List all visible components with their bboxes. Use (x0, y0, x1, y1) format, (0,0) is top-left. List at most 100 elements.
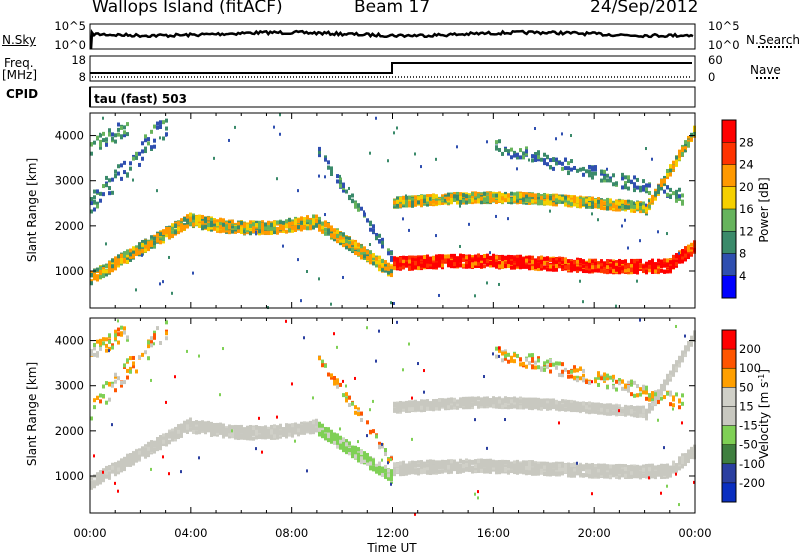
data-cell (204, 421, 207, 426)
data-cell (570, 202, 573, 207)
data-cell (108, 265, 111, 270)
data-cell (687, 247, 690, 252)
data-cell (360, 250, 363, 255)
data-cell (636, 279, 638, 283)
data-cell (210, 432, 213, 437)
data-cell (576, 262, 579, 267)
data-cell (609, 203, 612, 208)
data-cell (147, 340, 150, 345)
data-cell (234, 125, 236, 129)
data-cell (192, 222, 195, 227)
data-cell (402, 259, 405, 264)
data-cell (234, 428, 237, 433)
data-cell (297, 189, 299, 193)
data-cell (375, 260, 378, 265)
data-cell (165, 331, 168, 336)
data-cell (123, 380, 126, 385)
data-cell (528, 259, 531, 264)
data-cell (618, 266, 621, 271)
data-cell (510, 265, 513, 270)
data-cell (114, 372, 117, 377)
colorbar-swatch (722, 186, 736, 210)
data-cell (249, 430, 252, 435)
data-cell (96, 274, 99, 279)
data-cell (684, 257, 687, 262)
data-cell (606, 167, 608, 171)
data-cell (525, 149, 528, 154)
data-cell (495, 196, 498, 201)
data-cell (126, 253, 129, 258)
data-cell (660, 264, 663, 269)
data-cell (633, 263, 636, 268)
data-cell (531, 255, 534, 260)
data-cell (546, 199, 549, 204)
data-cell (216, 220, 219, 225)
data-cell (441, 194, 444, 199)
data-cell (291, 228, 294, 233)
data-cell (420, 203, 423, 208)
data-cell (165, 126, 168, 131)
data-cell (603, 175, 606, 180)
data-cell (612, 182, 615, 187)
data-cell (150, 129, 153, 134)
data-cell (117, 376, 120, 381)
data-cell (543, 194, 546, 199)
data-cell (510, 147, 513, 152)
data-cell (594, 167, 597, 172)
data-cell (114, 333, 117, 338)
data-cell (141, 239, 144, 244)
data-cell (600, 199, 603, 204)
data-cell (588, 264, 591, 269)
data-cell (576, 259, 579, 264)
data-cell (549, 196, 552, 201)
data-cell (111, 268, 114, 273)
data-cell (267, 225, 270, 230)
data-cell (93, 405, 96, 410)
data-cell (462, 263, 465, 268)
data-cell (273, 434, 276, 439)
data-cell (498, 261, 501, 266)
data-cell (117, 257, 120, 262)
data-cell (666, 172, 669, 177)
data-cell (618, 262, 621, 267)
data-cell (609, 263, 612, 268)
data-cell (342, 239, 345, 244)
data-cell (297, 225, 300, 230)
freq-label: Freq. (4, 56, 34, 70)
data-cell (633, 205, 636, 210)
data-cell (432, 255, 435, 260)
data-cell (96, 277, 99, 282)
data-cell (252, 225, 255, 230)
y-tick-label: 3000 (55, 174, 84, 188)
data-cell (222, 218, 225, 223)
data-cell (126, 259, 129, 264)
data-cell (678, 153, 681, 158)
data-cell (186, 425, 189, 430)
data-cell (345, 236, 348, 241)
data-cell (156, 235, 159, 240)
data-cell (117, 263, 120, 268)
data-cell (459, 193, 462, 198)
data-cell (555, 264, 558, 269)
data-cell (108, 397, 111, 402)
data-cell (132, 249, 135, 254)
data-cell (153, 330, 156, 335)
colorbar-tick-label: 16 (739, 202, 754, 216)
data-cell (573, 202, 576, 207)
data-cell (690, 132, 693, 137)
data-cell (642, 185, 645, 190)
data-cell (606, 259, 609, 264)
data-cell (576, 268, 579, 273)
data-cell (660, 186, 663, 191)
data-cell (102, 477, 105, 482)
data-cell (279, 226, 282, 231)
data-cell (588, 196, 591, 201)
data-cell (330, 225, 333, 230)
data-cell (540, 266, 543, 271)
data-cell (297, 219, 300, 224)
data-cell (120, 176, 123, 181)
data-cell (114, 374, 117, 379)
data-cell (159, 442, 162, 447)
data-cell (486, 258, 489, 263)
